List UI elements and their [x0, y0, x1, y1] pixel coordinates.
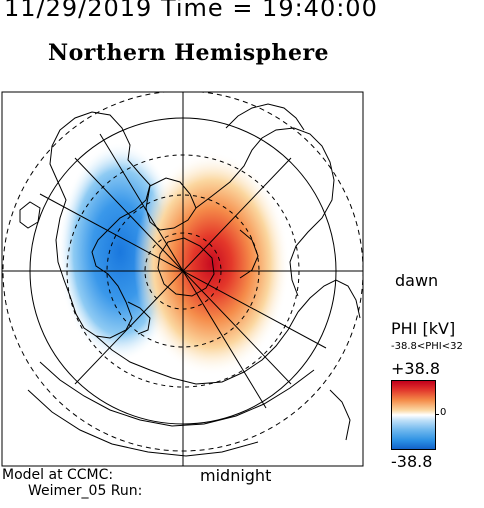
colorbar-min-label: -38.8: [391, 452, 433, 471]
colorbar: [391, 380, 436, 450]
colorbar-zero-label: 0: [440, 407, 447, 418]
midnight-label: midnight: [200, 466, 272, 485]
model-label: Model at CCMC:: [2, 467, 114, 483]
positive-potential-cell: [134, 152, 290, 376]
colorbar-title: PHI [kV]: [391, 319, 456, 338]
map-title: Northern Hemisphere: [48, 40, 330, 66]
polar-potential-map: [1, 91, 364, 467]
dawn-label: dawn: [395, 271, 439, 290]
map-frame: [1, 91, 364, 467]
colorbar-max-label: +38.8: [391, 359, 441, 378]
colorbar-zero-tick: [435, 414, 439, 415]
coastlines: [19, 103, 361, 457]
run-label: Weimer_05 Run:: [28, 483, 143, 499]
date-time-header: 11/29/2019 Time = 19:40:00: [4, 0, 378, 22]
meridian-grid: [2, 92, 363, 466]
colorbar-range: -38.8<PHI<32: [391, 341, 463, 352]
